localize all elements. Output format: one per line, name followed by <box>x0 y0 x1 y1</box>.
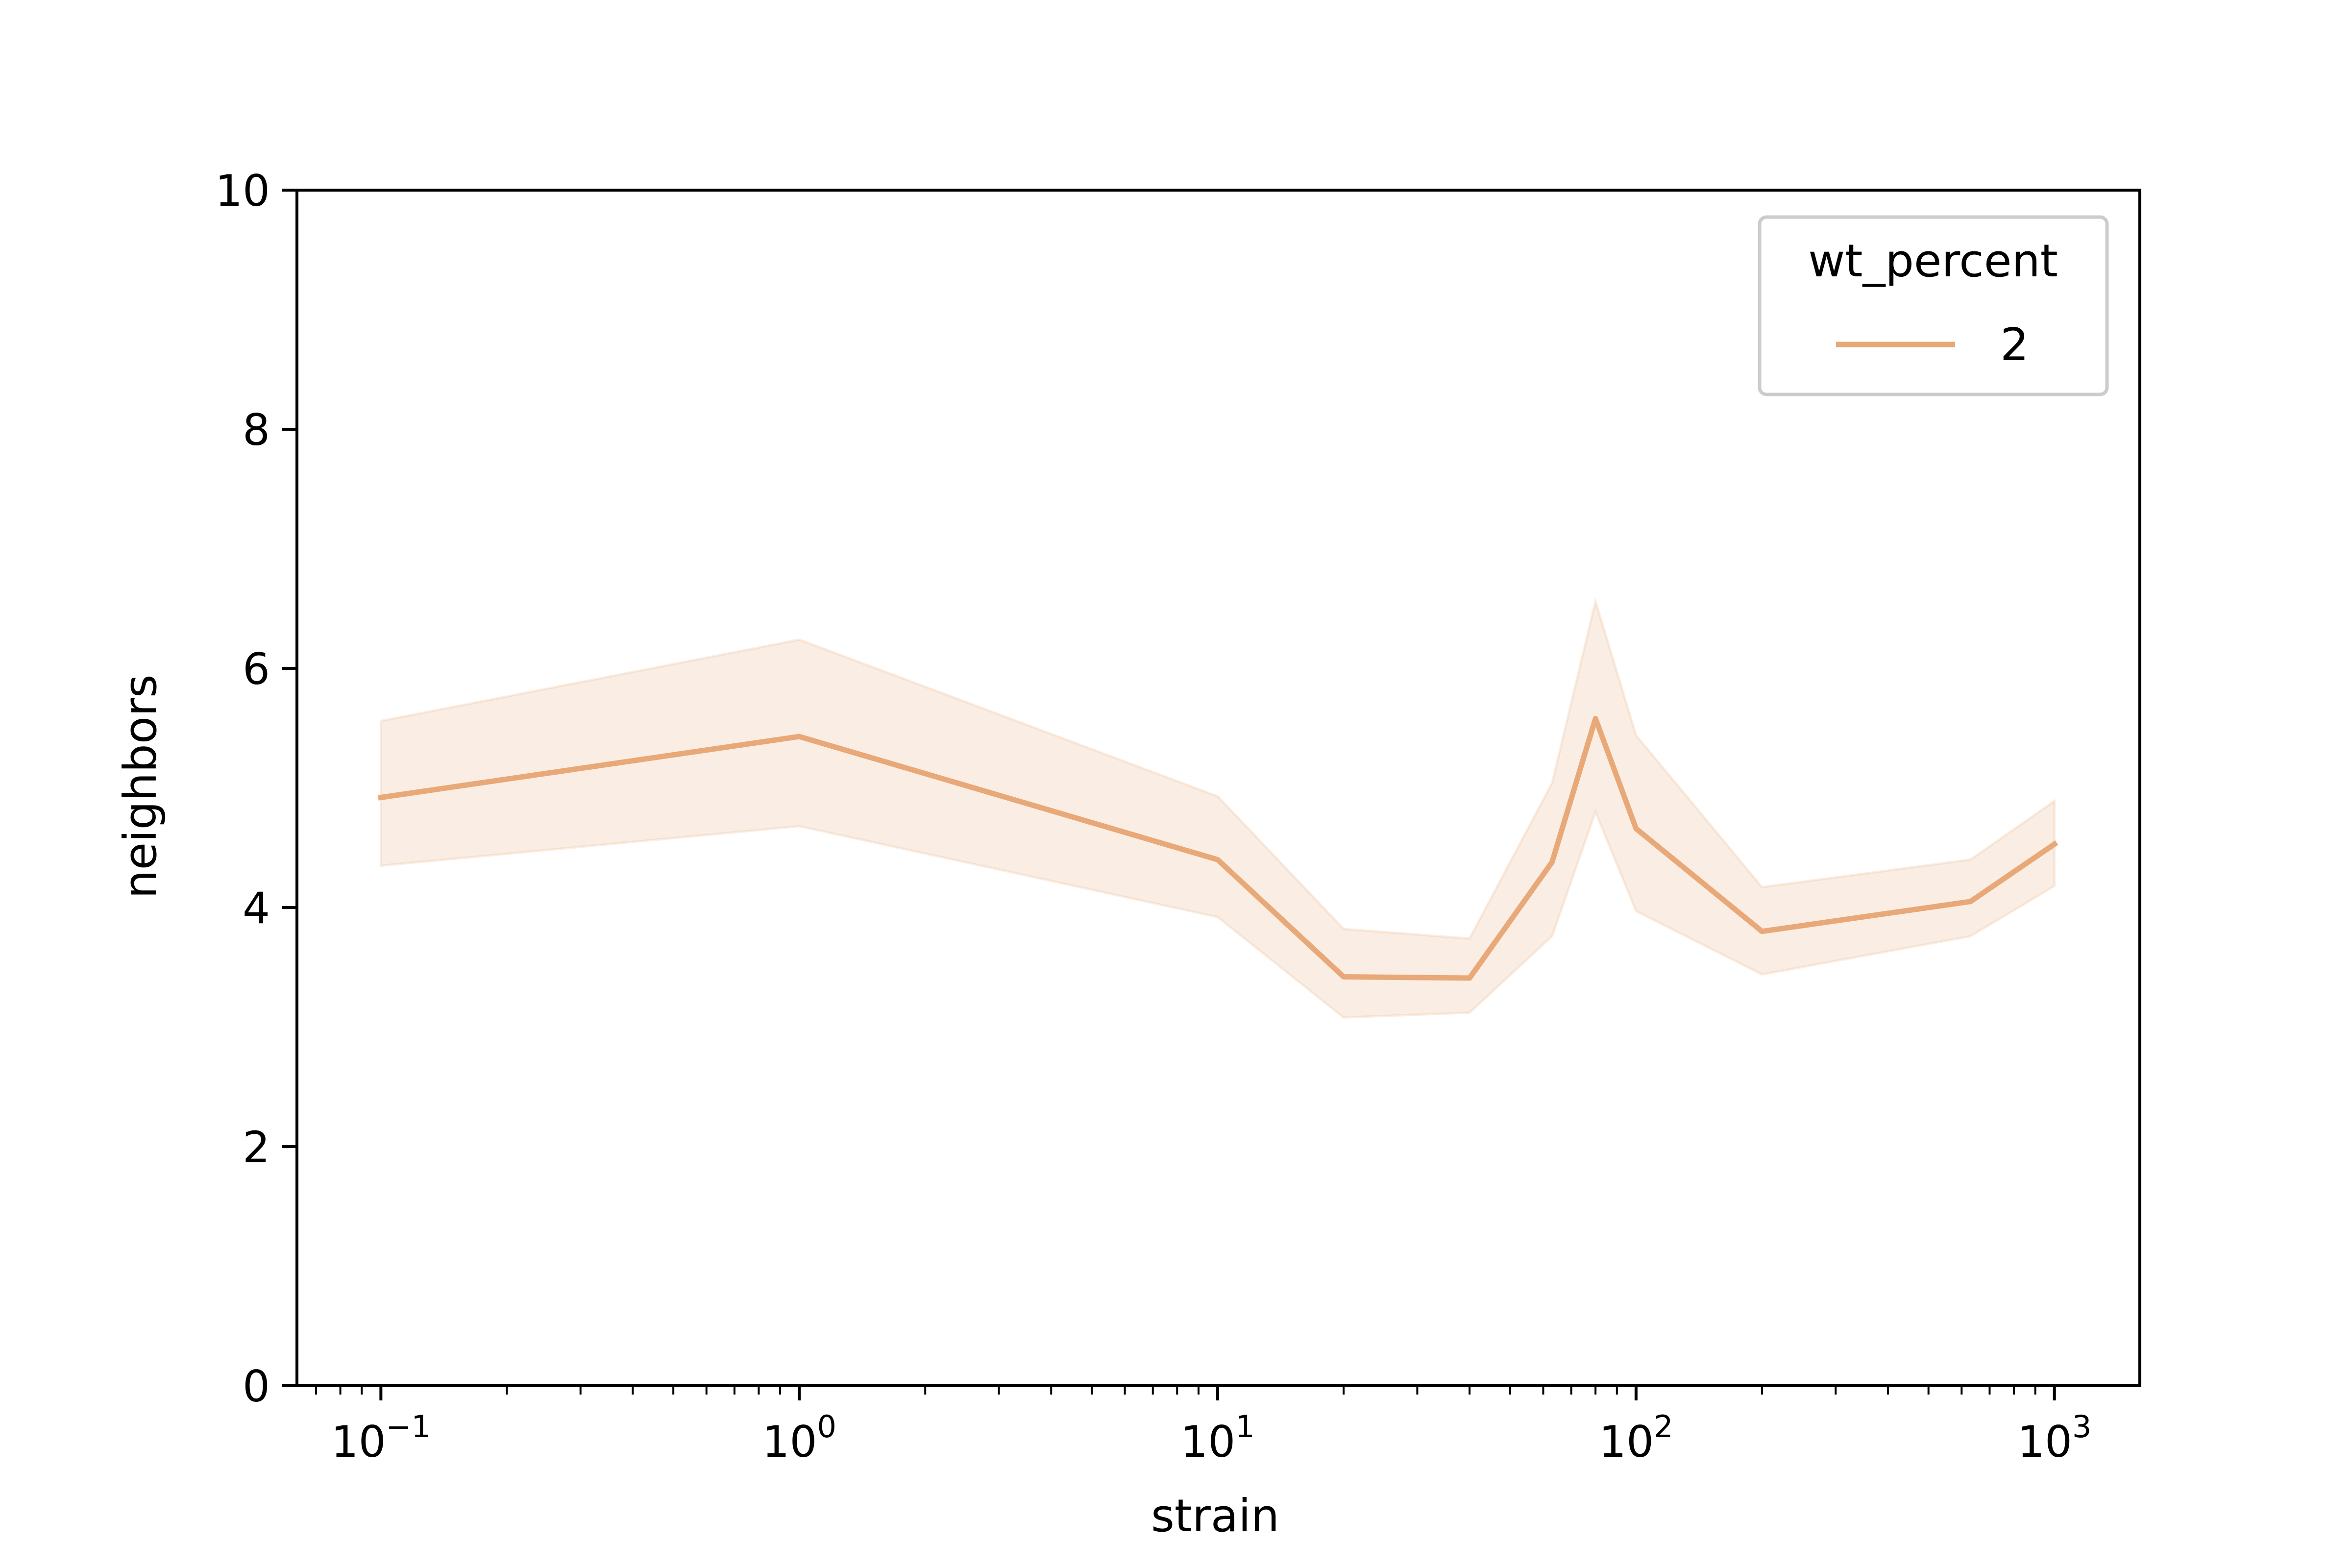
x-tick-label: 102 <box>1599 1409 1673 1467</box>
legend: wt_percent 2 <box>1758 215 2109 396</box>
confidence-band-series-2 <box>379 596 2056 1019</box>
series-line-2 <box>378 716 2058 981</box>
x-tick-label: 100 <box>762 1409 836 1467</box>
legend-label-series-2: 2 <box>2000 318 2029 371</box>
y-tick-label: 8 <box>243 405 270 455</box>
legend-title: wt_percent <box>1808 235 2058 287</box>
y-tick-label: 0 <box>243 1361 270 1412</box>
y-axis-label: neighbors <box>114 674 167 899</box>
x-axis-label: strain <box>1151 1490 1279 1542</box>
y-tick-label: 10 <box>215 166 270 216</box>
y-axis-ticks: 0 2 4 6 8 10 <box>215 166 297 1412</box>
y-tick-label: 6 <box>243 644 270 694</box>
y-tick-label: 4 <box>243 883 270 933</box>
legend-box <box>1758 215 2109 396</box>
x-tick-label: 103 <box>2017 1409 2091 1467</box>
x-tick-label: 10−1 <box>331 1409 431 1467</box>
x-axis-ticks: 10−1 100 101 102 103 <box>315 1386 2091 1467</box>
x-tick-label: 101 <box>1180 1409 1254 1467</box>
y-tick-label: 2 <box>243 1122 270 1173</box>
